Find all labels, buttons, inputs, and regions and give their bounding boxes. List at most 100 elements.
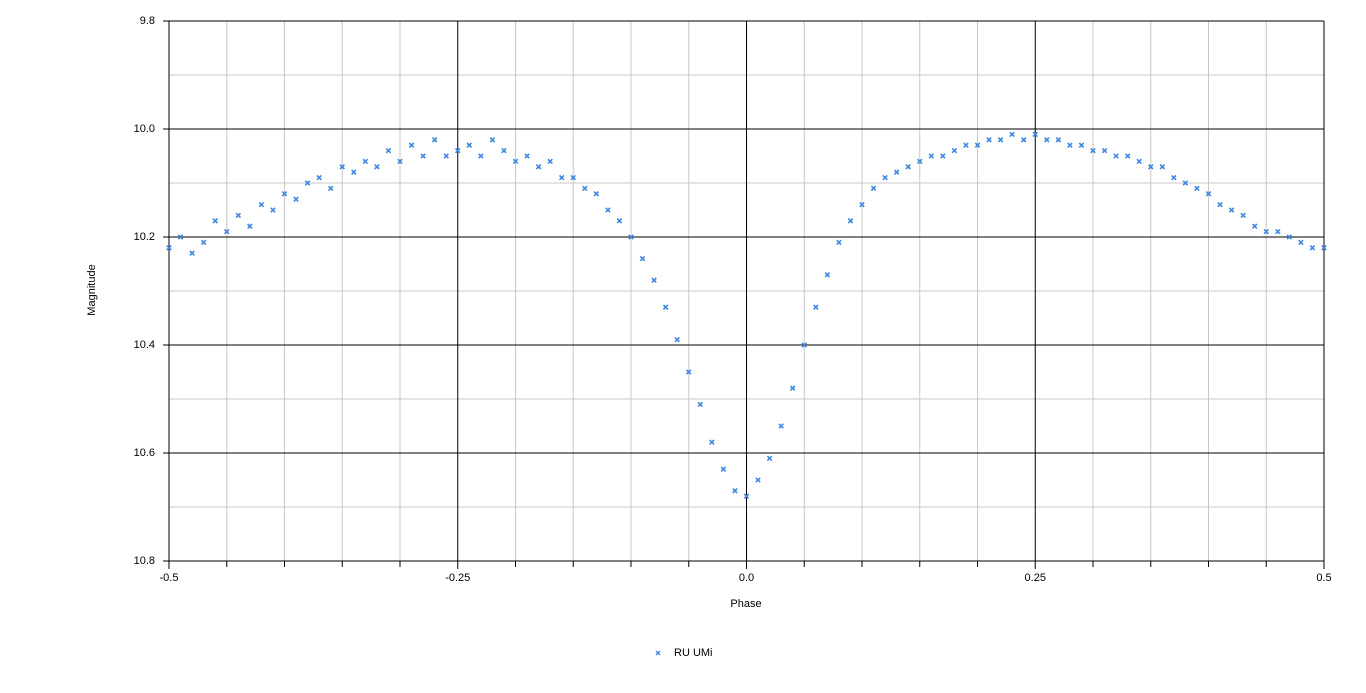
- data-point: [1217, 201, 1223, 208]
- y-tick-label: 10.8: [134, 555, 155, 567]
- data-point: [766, 455, 773, 462]
- data-point: [466, 142, 473, 148]
- data-point: [859, 201, 865, 208]
- data-point: [1044, 137, 1050, 143]
- data-point: [732, 488, 738, 494]
- data-point: [351, 169, 357, 175]
- data-point: [662, 304, 669, 310]
- data-point: [397, 158, 403, 165]
- y-tick-label: 10.0: [134, 123, 155, 135]
- data-point: [327, 185, 334, 192]
- data-point: [281, 191, 288, 197]
- data-point: [524, 153, 530, 159]
- data-point: [547, 158, 553, 165]
- data-point: [951, 147, 958, 154]
- data-point: [478, 153, 484, 159]
- data-point: [582, 185, 588, 192]
- data-point: [847, 218, 854, 224]
- data-point: [870, 185, 877, 192]
- data-point: [974, 142, 981, 148]
- x-axis-label: Phase: [730, 598, 761, 610]
- data-point: [1275, 228, 1281, 235]
- data-point: [928, 153, 935, 159]
- x-tick-label: 0.0: [739, 572, 754, 584]
- data-point: [420, 153, 426, 159]
- data-point: [789, 385, 796, 391]
- data-point: [1159, 164, 1166, 170]
- legend-label: RU UMi: [674, 647, 713, 659]
- y-tick-label: 9.8: [140, 15, 155, 27]
- data-point: [813, 304, 819, 310]
- data-point: [639, 255, 646, 262]
- data-point: [1147, 164, 1154, 170]
- data-point: [558, 174, 565, 181]
- data-point: [616, 218, 623, 224]
- data-point: [709, 439, 715, 445]
- data-point: [801, 342, 808, 348]
- x-tick-label: -0.5: [160, 572, 179, 584]
- data-point: [836, 239, 842, 246]
- data-point: [1298, 239, 1304, 246]
- data-point: [1309, 245, 1316, 251]
- data-point: [431, 137, 438, 143]
- x-tick-label: 0.5: [1316, 572, 1331, 584]
- data-point: [1263, 228, 1270, 235]
- data-point: [212, 218, 218, 224]
- data-point: [535, 164, 542, 170]
- data-point: [882, 174, 888, 181]
- data-point: [501, 147, 507, 154]
- data-point: [339, 164, 346, 170]
- data-point: [570, 174, 577, 181]
- data-point: [697, 401, 704, 408]
- data-point: [905, 164, 911, 170]
- data-point: [1136, 158, 1142, 165]
- data-point: [743, 493, 750, 499]
- data-point: [304, 180, 311, 186]
- data-point: [200, 239, 207, 246]
- data-point: [674, 336, 680, 343]
- data-point: [1020, 137, 1027, 143]
- data-point: [1205, 191, 1212, 197]
- legend-marker: [655, 650, 661, 656]
- data-point: [685, 369, 692, 375]
- data-point: [166, 245, 172, 251]
- data-point: [1228, 207, 1235, 213]
- data-point: [1124, 153, 1131, 159]
- y-tick-label: 10.4: [134, 339, 155, 351]
- data-point: [385, 147, 392, 154]
- data-point: [408, 142, 415, 148]
- data-point: [893, 169, 900, 175]
- data-point: [443, 153, 449, 159]
- data-point: [940, 153, 946, 159]
- data-point: [628, 234, 634, 240]
- data-point: [755, 477, 761, 483]
- data-point: [489, 137, 496, 143]
- data-point: [177, 234, 184, 240]
- data-point: [374, 164, 380, 170]
- data-point: [1009, 131, 1015, 138]
- data-point: [986, 137, 992, 143]
- x-tick-label: 0.25: [1025, 572, 1046, 584]
- data-point: [1240, 212, 1246, 219]
- data-point: [362, 158, 369, 165]
- data-point: [720, 466, 727, 472]
- data-point: [235, 212, 242, 219]
- data-point: [593, 191, 600, 197]
- data-point: [824, 272, 831, 278]
- data-point: [778, 423, 784, 429]
- data-point: [1113, 153, 1119, 159]
- data-point: [1101, 147, 1108, 154]
- x-tick-label: -0.25: [445, 572, 470, 584]
- y-tick-label: 10.2: [134, 231, 155, 243]
- data-point: [1182, 180, 1189, 186]
- data-point: [1078, 142, 1085, 148]
- data-point: [605, 207, 611, 213]
- data-point: [1067, 142, 1073, 148]
- data-point: [316, 174, 322, 181]
- data-point: [963, 142, 969, 148]
- data-point: [1032, 131, 1039, 138]
- data-point: [1251, 223, 1258, 229]
- data-point: [1090, 147, 1096, 154]
